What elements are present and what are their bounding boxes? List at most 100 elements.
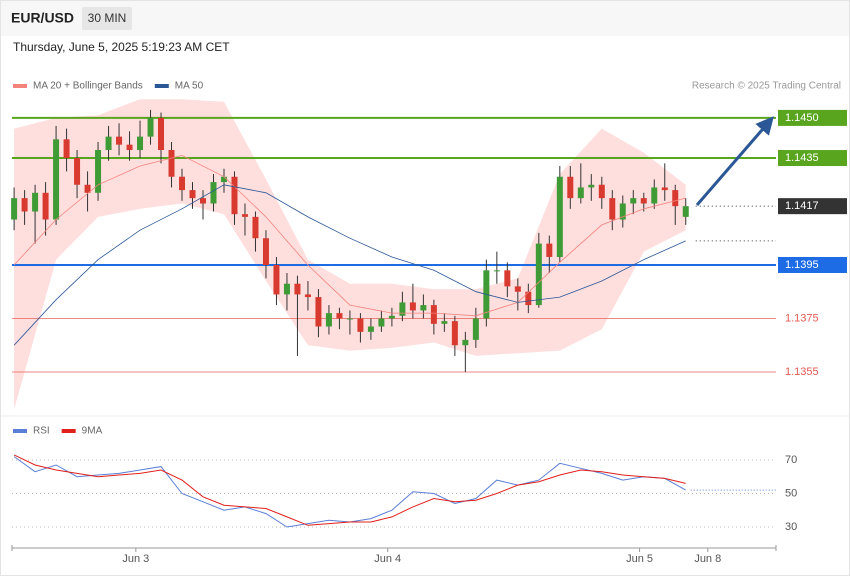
candle-body <box>273 264 280 295</box>
candle-body <box>262 238 269 265</box>
candle-body <box>367 326 374 332</box>
legend-label: MA 50 <box>175 81 204 92</box>
candle-body <box>672 190 679 207</box>
ma20-line <box>13 154 686 317</box>
x-tick-label: Jun 3 <box>122 553 149 565</box>
candle-body <box>567 176 574 199</box>
candle-body <box>241 214 248 217</box>
candle-body <box>315 297 322 327</box>
candle-body <box>609 198 616 220</box>
candle-body <box>472 318 479 340</box>
candle-body <box>11 198 18 220</box>
candle-body <box>105 136 112 151</box>
level-tag <box>778 198 847 215</box>
candle-body <box>441 321 448 324</box>
candle-body <box>577 187 584 199</box>
candle-body <box>420 305 427 311</box>
candle-body <box>661 187 668 191</box>
legend-swatch <box>61 429 76 433</box>
candle-body <box>619 203 626 220</box>
y-tick-label: 70 <box>785 454 797 466</box>
candle-body <box>283 283 290 295</box>
level-label: 1.1395 <box>785 259 819 271</box>
candle-body <box>525 291 532 306</box>
candle-body <box>63 139 70 159</box>
level-label: 1.1435 <box>785 152 819 164</box>
candle-body <box>168 150 175 177</box>
candle-body <box>388 315 395 319</box>
level-tag <box>778 256 847 273</box>
candle-body <box>598 184 605 199</box>
level-label: 1.1450 <box>785 112 819 124</box>
candle-body <box>546 243 553 257</box>
ma50-line <box>13 184 686 346</box>
candle-body <box>84 184 91 193</box>
interval[interactable]: 30 MIN <box>88 11 127 25</box>
interval-pill[interactable] <box>82 7 132 30</box>
candle-body <box>535 243 542 306</box>
level-label: 1.1417 <box>785 200 819 212</box>
candle-body <box>430 305 437 324</box>
x-tick-label: Jun 5 <box>626 553 653 565</box>
candle-body <box>32 192 39 212</box>
level-label: 1.1355 <box>785 366 819 378</box>
candle-body <box>378 318 385 327</box>
candle-body <box>53 139 60 220</box>
credit: Research © 2025 Trading Central <box>692 81 841 92</box>
legend-swatch <box>13 429 27 433</box>
candle-body <box>682 206 689 217</box>
legend-swatch <box>13 84 27 88</box>
candle-body <box>640 198 647 204</box>
x-tick-label: Jun 4 <box>374 553 401 565</box>
candle-body <box>158 117 165 151</box>
candle-body <box>210 182 217 204</box>
forecast-arrow <box>695 116 774 206</box>
candle-body <box>357 318 364 332</box>
candle-body <box>21 198 28 212</box>
header-bar <box>1 1 849 36</box>
candle-body <box>556 176 563 257</box>
y-tick-label: 30 <box>785 521 797 533</box>
x-tick-label: Jun 8 <box>694 553 721 565</box>
level-tag <box>778 150 847 167</box>
candle-body <box>126 144 133 151</box>
candle-body <box>336 313 343 319</box>
candle-body <box>189 190 196 199</box>
level-tag <box>778 109 847 126</box>
candle-body <box>200 198 206 204</box>
candle-body <box>147 117 154 137</box>
candle-body <box>651 187 658 204</box>
timestamp: Thursday, June 5, 2025 5:19:23 AM CET <box>13 40 230 54</box>
legend-swatch <box>154 84 169 88</box>
candle-body <box>493 270 500 272</box>
candle-body <box>346 318 353 320</box>
candle-body <box>399 302 406 316</box>
candle-body <box>409 302 416 311</box>
candle-body <box>588 184 595 188</box>
candle-body <box>179 176 186 191</box>
candle-body <box>95 150 102 193</box>
candle-body <box>504 270 511 287</box>
candle-body <box>220 176 227 183</box>
candle-body <box>252 216 259 239</box>
series-line <box>13 454 686 526</box>
candle-body <box>325 313 332 327</box>
candle-body <box>462 339 469 346</box>
candle-body <box>137 136 144 151</box>
candle-body <box>514 286 521 292</box>
candle-body <box>116 136 123 145</box>
candle-body <box>294 283 301 295</box>
legend-label: 9MA <box>82 426 103 437</box>
legend-label: RSI <box>33 426 50 437</box>
symbol: EUR/USD <box>11 10 74 26</box>
legend-label: MA 20 + Bollinger Bands <box>33 81 143 92</box>
candle-body <box>304 294 311 298</box>
candle-body <box>630 198 637 204</box>
candle-body <box>42 192 49 220</box>
candle-body <box>74 158 81 185</box>
level-label: 1.1375 <box>785 312 819 324</box>
y-tick-label: 50 <box>785 487 797 499</box>
candle-body <box>451 321 458 346</box>
candle-body <box>231 176 238 215</box>
